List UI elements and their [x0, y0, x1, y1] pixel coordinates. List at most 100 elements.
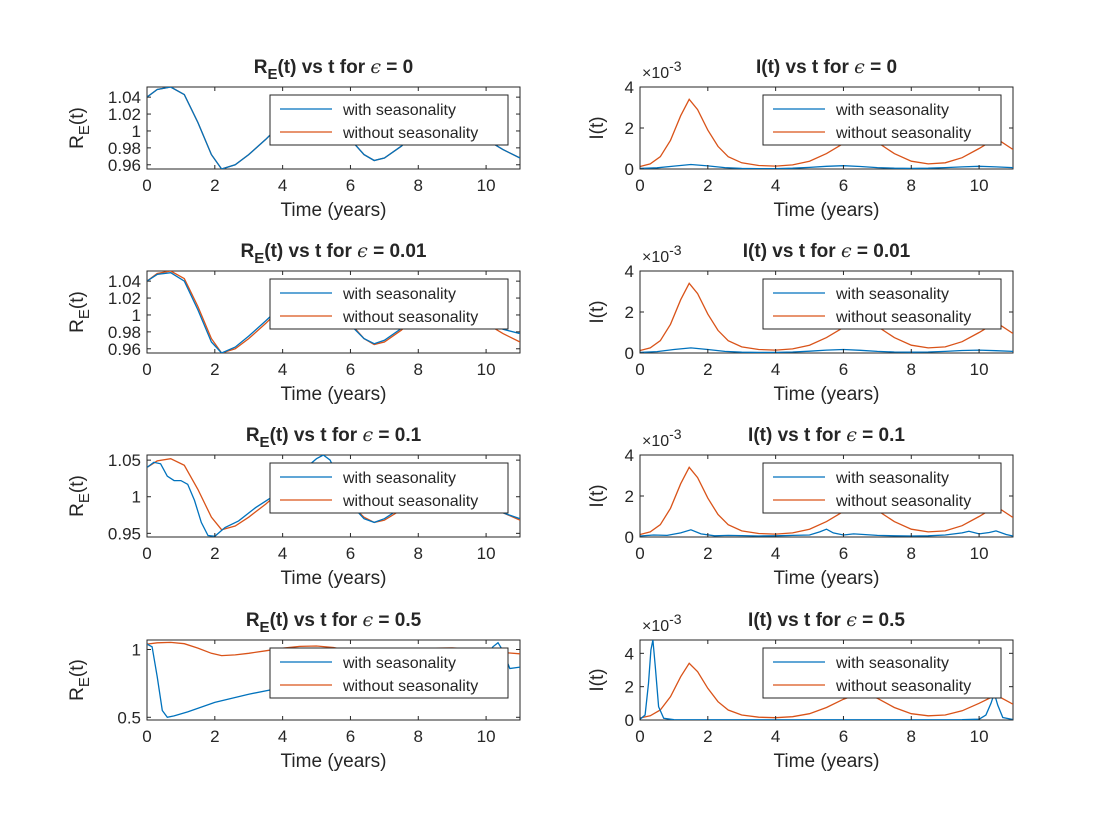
y-axis-label: R: [67, 319, 88, 333]
x-tick-label: 8: [907, 727, 916, 746]
epsilon-symbol: ϵ: [357, 240, 368, 262]
x-tick-label: 10: [477, 544, 496, 563]
exponent-label: ×10: [642, 618, 669, 635]
x-axis-label: Time (years): [774, 568, 880, 589]
svg-text:4: 4: [625, 262, 634, 281]
svg-text:1.02: 1.02: [108, 289, 141, 308]
chart-title-value: = 0.01: [852, 241, 911, 262]
x-tick-label: 0: [635, 727, 644, 746]
x-tick-label: 2: [703, 727, 712, 746]
exponent-power: -3: [669, 58, 682, 74]
y-tick-label: 2: [625, 678, 634, 697]
x-tick-label: 4: [278, 727, 287, 746]
svg-text:2: 2: [210, 544, 219, 563]
svg-text:0.5: 0.5: [117, 708, 141, 727]
chart-title-rest: (t) vs t for: [270, 610, 363, 631]
chart-title-rest: (t) vs t for: [264, 241, 357, 262]
y-axis-label: I(t): [587, 300, 608, 323]
y-axis-label: I(t): [587, 116, 608, 139]
legend-label-without: without seasonality: [835, 678, 971, 695]
svg-text:I(t) vs t for ϵ = 0.5: I(t) vs t for ϵ = 0.5: [748, 609, 905, 631]
series-with-seasonality: [640, 528, 1013, 537]
chart-title-sub: E: [267, 66, 277, 83]
svg-text:10: 10: [970, 727, 989, 746]
x-tick-label: 10: [970, 360, 989, 379]
epsilon-symbol: ϵ: [362, 609, 373, 631]
x-tick-label: 2: [703, 544, 712, 563]
panel-8: 0 2 4 6 8 10 0 2 4 ×10-3 Time (years) I(t) I(t) vs t…: [587, 609, 1014, 772]
svg-text:I(t): I(t): [587, 668, 608, 691]
svg-text:RE(t) vs t for ϵ = 0.01: RE(t) vs t for ϵ = 0.01: [241, 240, 427, 267]
series-without-seasonality: [640, 466, 1013, 536]
y-axis-label-rest: (t): [67, 659, 88, 677]
chart-title-sub: E: [260, 619, 270, 636]
legend: with seasonality without seasonality: [269, 647, 509, 699]
x-axis-label: Time (years): [281, 751, 387, 772]
epsilon-symbol: ϵ: [362, 424, 373, 446]
x-tick-label: 2: [210, 727, 219, 746]
svg-text:RE(t) vs t for ϵ = 0: RE(t) vs t for ϵ = 0: [254, 56, 414, 83]
svg-text:2: 2: [210, 176, 219, 195]
svg-text:4: 4: [625, 644, 634, 663]
svg-text:8: 8: [907, 727, 916, 746]
x-axis-label: Time (years): [774, 751, 880, 772]
x-tick-label: 8: [907, 544, 916, 563]
svg-text:RE(t): RE(t): [67, 291, 93, 333]
svg-text:8: 8: [414, 360, 423, 379]
y-tick-label: 4: [625, 78, 634, 97]
y-tick-label: 1.02: [108, 289, 141, 308]
y-axis-label: I(t): [587, 668, 608, 691]
svg-text:4: 4: [771, 727, 780, 746]
svg-text:I(t): I(t): [587, 116, 608, 139]
x-tick-label: 8: [414, 176, 423, 195]
svg-text:1: 1: [132, 122, 141, 141]
svg-text:×10-3: ×10-3: [642, 58, 682, 82]
svg-text:without seasonality: without seasonality: [342, 309, 478, 326]
y-axis-label-rest: (t): [67, 475, 88, 493]
chart-title-sub: E: [254, 250, 264, 267]
chart-title-value: = 0.5: [857, 610, 905, 631]
svg-text:with seasonality: with seasonality: [835, 102, 949, 119]
legend: with seasonality without seasonality: [269, 94, 509, 146]
x-tick-label: 6: [839, 544, 848, 563]
svg-text:without seasonality: without seasonality: [835, 309, 971, 326]
panel-4: 0 2 4 6 8 10 0 2 4 ×10-3 Time (years) I(t) I(t) vs t…: [587, 240, 1014, 405]
legend-label-without: without seasonality: [342, 309, 478, 326]
svg-text:without seasonality: without seasonality: [342, 125, 478, 142]
svg-text:6: 6: [839, 727, 848, 746]
y-tick-label: 4: [625, 262, 634, 281]
chart-title-value: = 0.5: [373, 610, 421, 631]
x-tick-label: 2: [210, 176, 219, 195]
series-with-seasonality: [640, 163, 1013, 169]
chart-title-main: R: [246, 610, 260, 631]
chart-title-sub: E: [260, 434, 270, 451]
x-tick-label: 2: [210, 544, 219, 563]
panel-6: 0 2 4 6 8 10 0 2 4 ×10-3 Time (years) I(t) I(t) vs t…: [587, 424, 1014, 589]
x-tick-label: 4: [771, 176, 780, 195]
svg-text:6: 6: [839, 544, 848, 563]
x-axis-label: Time (years): [281, 200, 387, 221]
svg-text:0: 0: [635, 360, 644, 379]
x-tick-label: 10: [970, 544, 989, 563]
svg-text:4: 4: [278, 360, 287, 379]
svg-text:with seasonality: with seasonality: [342, 102, 456, 119]
legend: with seasonality without seasonality: [762, 462, 1002, 514]
x-tick-label: 6: [839, 176, 848, 195]
x-tick-label: 10: [477, 727, 496, 746]
y-tick-label: 0.96: [108, 156, 141, 175]
y-axis-label-sub: E: [76, 125, 93, 135]
epsilon-symbol: ϵ: [846, 424, 857, 446]
legend-label-with: with seasonality: [835, 655, 949, 672]
series-without-seasonality: [640, 282, 1013, 352]
svg-text:with seasonality: with seasonality: [342, 470, 456, 487]
svg-text:2: 2: [703, 544, 712, 563]
y-axis-label: R: [67, 135, 88, 149]
x-tick-label: 6: [839, 727, 848, 746]
x-tick-label: 8: [907, 360, 916, 379]
legend-label-without: without seasonality: [835, 125, 971, 142]
svg-text:0: 0: [142, 176, 151, 195]
svg-text:I(t) vs t for ϵ = 0: I(t) vs t for ϵ = 0: [756, 56, 897, 78]
